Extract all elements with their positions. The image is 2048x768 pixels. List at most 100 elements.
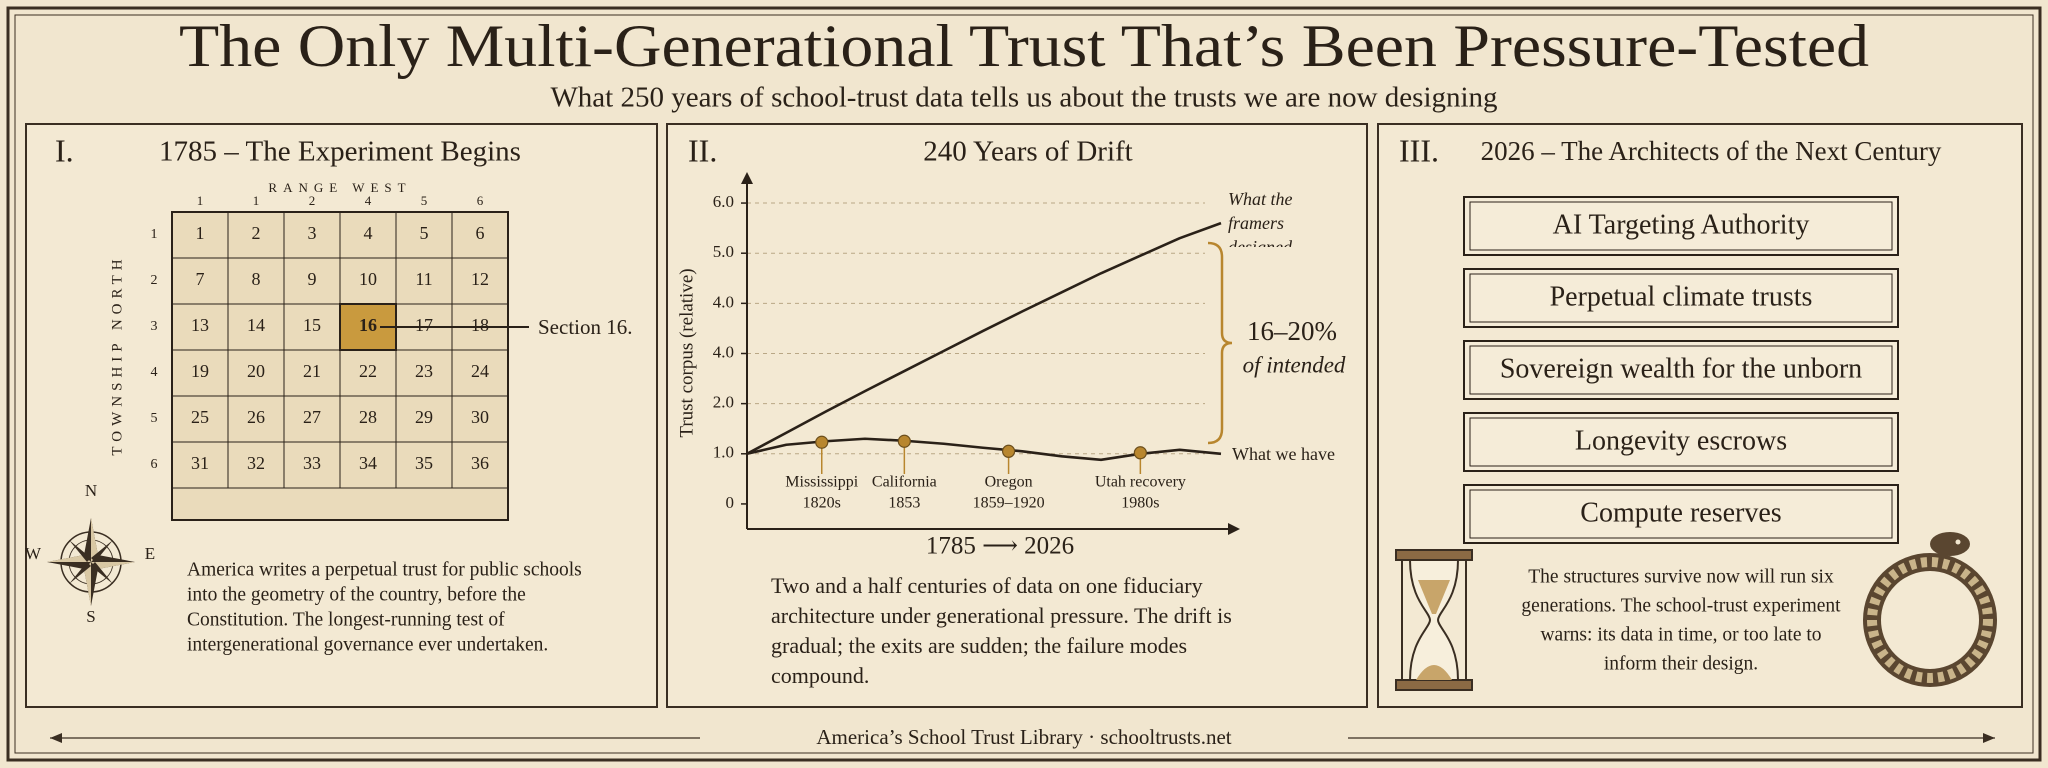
footer: America’s School Trust Library · schoolt… [816,725,1231,749]
box-frame [1463,196,1899,256]
section-number: 17 [415,315,433,335]
section-number: 27 [303,407,321,427]
event-marker [897,434,911,448]
section-number: 18 [471,315,489,335]
section-number: 35 [415,453,433,473]
box-frame-inner [1469,417,1893,467]
panel-heading: 240 Years of Drift [923,136,1132,168]
section-number: 36 [471,453,489,473]
section-callout: Section 16. [538,315,633,339]
box-frame [1463,340,1899,400]
series-label: What the framers designed [1228,189,1293,248]
box-frame [1463,484,1899,544]
panel-text: America writes a perpetual trust for pub… [187,559,582,580]
township-label: TOWNSHIP NORTH [109,254,125,455]
section-number: 8 [252,269,261,289]
panel-text: architecture under generational pressure… [771,603,1232,628]
section-number: 28 [359,407,377,427]
box-frame [1463,412,1899,472]
section-number: 33 [303,453,321,473]
column-label: 4 [365,193,372,208]
y-tick-label: 2.0 [713,393,734,412]
y-tick-label: 4.0 [713,342,734,361]
box-frame-inner [1469,201,1893,251]
panel-text: Constitution. The longest-running test o… [187,609,505,630]
row-label: 2 [151,273,158,288]
series-label-text: What the framers designed [1228,189,1293,248]
y-axis-title: Trust corpus (relative) [676,268,697,437]
column-label: 2 [309,193,316,208]
panel-text: Two and a half centuries of data on one … [771,573,1203,598]
panel-text: gradual; the exits are sudden; the failu… [771,633,1187,658]
event-marker [815,435,829,449]
panel-text: inform their design. [1604,653,1758,674]
y-tick-label: 0 [726,493,735,512]
bracket [1207,241,1233,445]
section-number: 11 [415,269,432,289]
column-label: 5 [421,193,428,208]
annotation-sublabel: 1820s [803,495,841,512]
section-number: 16 [359,315,377,335]
panel-heading: 1785 – The Experiment Begins [159,136,521,168]
panel-text: into the geometry of the country, before… [187,584,526,605]
compass-letter: S [86,607,95,626]
section-number: 10 [359,269,377,289]
section-number: 4 [364,223,373,243]
event-marker [1001,444,1016,458]
hourglass [1395,549,1473,691]
annotation-label: California [872,474,937,491]
box-label: Perpetual climate trusts [1550,281,1813,312]
panel-text: The structures survive now will run six [1528,566,1834,587]
panel-text: compound. [771,663,869,688]
annotation-label: Oregon [985,474,1033,491]
section-number: 25 [191,407,209,427]
panel-text: warns: its data in time, or too late to [1540,624,1821,645]
section-number: 12 [471,269,489,289]
section-number: 6 [476,223,485,243]
row-label: 4 [151,365,158,380]
annotation-sublabel: 1980s [1121,495,1159,512]
range-label: RANGE WEST [268,180,411,195]
box-frame-inner [1469,489,1893,539]
panel-numeral: I. [55,132,74,168]
compass [47,518,135,606]
box-frame [1463,268,1899,328]
box-label: Longevity escrows [1575,425,1787,456]
outer-frame [6,6,2042,762]
annotation-label: Utah recovery [1095,474,1186,491]
compass-letter: W [25,544,42,563]
section-number: 30 [471,407,489,427]
section-number: 22 [359,361,377,381]
box-label: AI Targeting Authority [1553,209,1810,240]
panel-text: intergenerational governance ever undert… [187,634,548,655]
series-line [746,221,1222,455]
x-axis-title: 1785 ⟶ 2026 [926,533,1074,560]
title: The Only Multi-Generational Trust That’s… [179,13,1869,79]
y-tick-label: 6.0 [713,192,734,211]
y-axis-arrow [741,172,753,184]
subtitle: What 250 years of school-trust data tell… [550,82,1497,114]
annotation-sublabel: 1859–1920 [973,495,1045,512]
ouroboros [1863,532,1997,687]
section-number: 29 [415,407,433,427]
annotation-label: Mississippi [785,474,858,491]
inner-frame [14,14,2034,754]
panel-numeral: III. [1399,132,1439,168]
y-tick-label: 4.0 [713,292,734,311]
panel-frame [666,123,1368,708]
bracket-label: 16–20% [1247,316,1337,346]
event-marker [1133,446,1147,460]
x-axis-arrow [1228,523,1240,535]
row-label: 5 [151,411,158,426]
compass-letter: N [85,481,97,500]
column-label: 6 [477,193,484,208]
footer-gap [700,724,1348,752]
box-frame-inner [1469,345,1893,395]
section-number: 26 [247,407,265,427]
section-number: 24 [471,361,489,381]
compass-letter: E [145,544,155,563]
section-number: 2 [252,223,261,243]
column-label: 1 [197,193,204,208]
y-tick-label: 5.0 [713,242,734,261]
